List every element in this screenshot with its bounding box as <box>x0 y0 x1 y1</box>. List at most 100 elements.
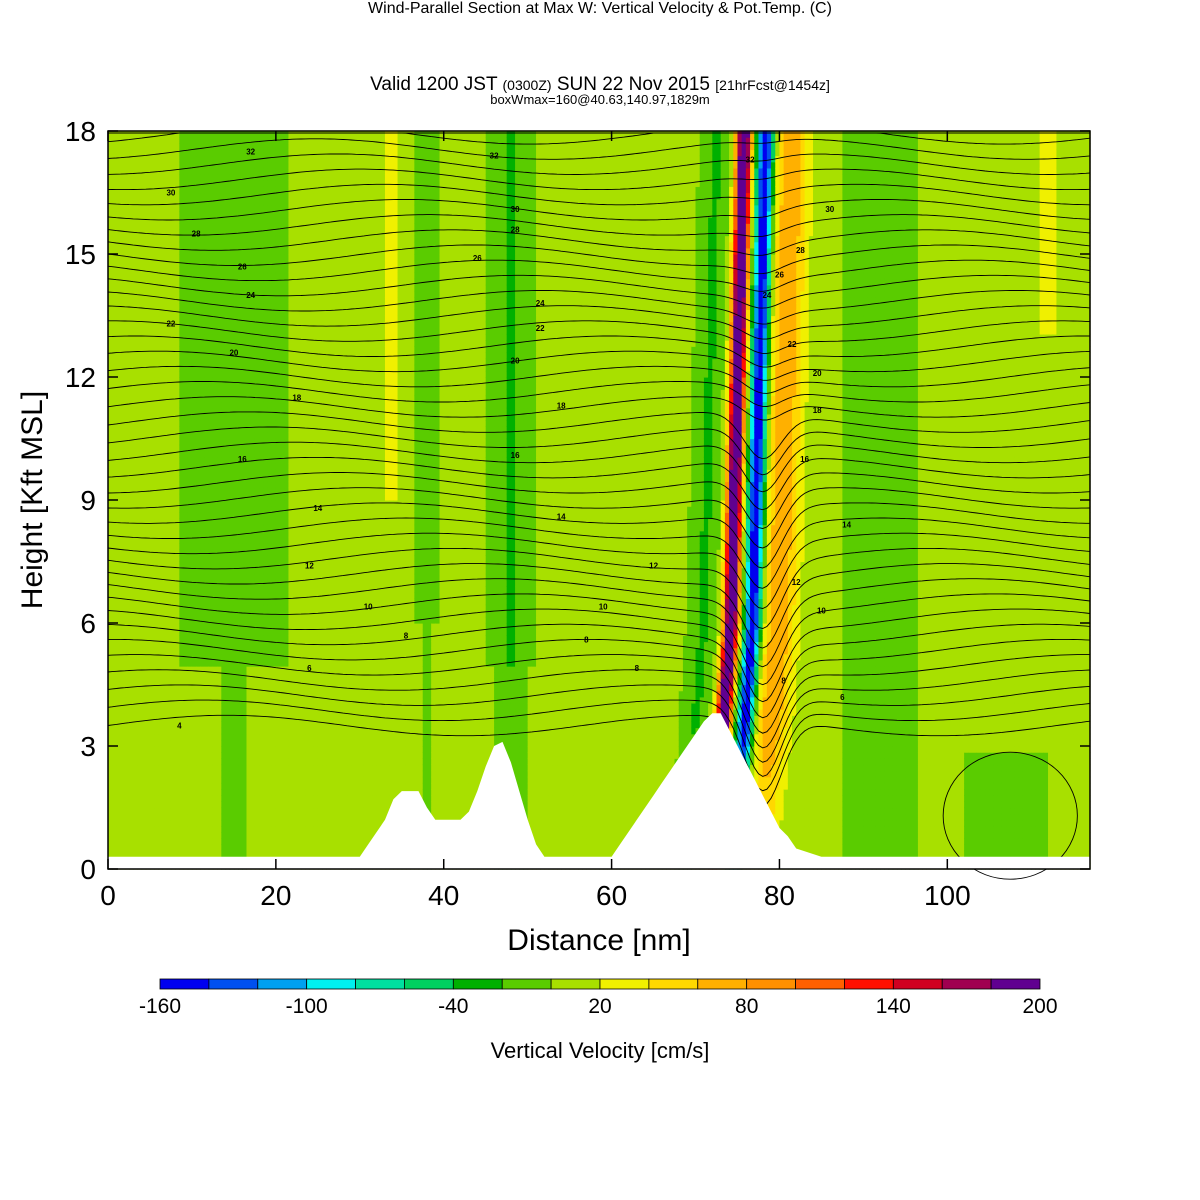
velocity-cell <box>137 592 143 599</box>
velocity-cell <box>238 573 243 581</box>
velocity-cell <box>275 303 281 310</box>
velocity-cell <box>196 321 201 329</box>
velocity-cell <box>217 155 222 163</box>
velocity-cell <box>170 512 176 520</box>
velocity-cell <box>108 770 113 778</box>
velocity-cell <box>204 346 210 353</box>
velocity-cell <box>200 407 206 415</box>
velocity-cell <box>196 358 201 366</box>
velocity-cell <box>145 653 151 661</box>
velocity-cell <box>229 438 235 446</box>
velocity-cell <box>191 137 197 144</box>
velocity-cell <box>217 303 222 310</box>
velocity-cell <box>221 254 227 261</box>
velocity-cell <box>250 481 256 489</box>
velocity-cell <box>246 456 252 464</box>
velocity-cell <box>162 819 168 827</box>
velocity-cell <box>108 340 113 347</box>
velocity-cell <box>208 727 214 735</box>
velocity-cell <box>254 709 260 716</box>
velocity-cell <box>225 333 231 341</box>
velocity-cell <box>221 217 227 224</box>
velocity-cell <box>275 143 281 151</box>
velocity-cell <box>108 684 113 692</box>
velocity-cell <box>212 247 218 255</box>
velocity-cell <box>183 426 189 433</box>
velocity-cell <box>196 272 201 280</box>
velocity-cell <box>191 383 197 390</box>
velocity-cell <box>271 702 277 710</box>
velocity-cell <box>233 297 239 304</box>
velocity-cell <box>217 518 222 526</box>
velocity-cell <box>233 210 239 218</box>
velocity-cell <box>120 377 126 384</box>
velocity-cell <box>133 616 138 624</box>
velocity-cell <box>179 801 185 809</box>
velocity-cell <box>120 235 126 243</box>
velocity-cell <box>271 524 277 532</box>
velocity-cell <box>128 333 134 341</box>
velocity-cell <box>225 567 231 575</box>
velocity-cell <box>259 549 264 556</box>
velocity-cell <box>162 770 168 778</box>
velocity-cell <box>275 487 281 495</box>
velocity-cell <box>154 647 159 655</box>
velocity-cell <box>204 370 210 378</box>
velocity-cell <box>108 284 113 292</box>
velocity-cell <box>254 524 260 532</box>
velocity-cell <box>108 204 113 212</box>
velocity-cell <box>166 346 172 353</box>
velocity-cell <box>120 825 126 833</box>
velocity-cell <box>204 536 210 544</box>
velocity-cell <box>154 327 159 335</box>
velocity-cell <box>229 210 235 218</box>
velocity-cell <box>183 789 189 796</box>
velocity-cell <box>137 432 143 440</box>
velocity-cell <box>259 530 264 538</box>
velocity-cell <box>191 530 197 538</box>
velocity-cell <box>145 592 151 599</box>
velocity-cell <box>154 278 159 286</box>
velocity-cell <box>175 690 180 698</box>
velocity-cell <box>149 758 155 766</box>
velocity-cell <box>225 407 231 415</box>
velocity-cell <box>145 297 151 304</box>
velocity-cell <box>204 432 210 440</box>
velocity-cell <box>128 629 134 636</box>
velocity-cell <box>254 401 260 409</box>
velocity-cell <box>141 702 147 710</box>
velocity-cell <box>124 155 130 163</box>
velocity-cell <box>183 315 189 323</box>
velocity-cell <box>179 672 185 679</box>
velocity-cell <box>187 272 193 280</box>
velocity-cell <box>280 586 285 593</box>
velocity-cell <box>108 579 113 587</box>
velocity-cell <box>229 500 235 507</box>
velocity-cell <box>158 844 164 852</box>
velocity-cell <box>120 832 126 839</box>
velocity-cell <box>267 561 273 569</box>
velocity-cell <box>208 782 214 790</box>
velocity-cell <box>191 198 197 206</box>
velocity-cell <box>275 567 281 575</box>
velocity-cell <box>149 598 155 606</box>
velocity-cell <box>112 389 117 397</box>
velocity-cell <box>212 623 218 630</box>
velocity-cell <box>280 678 285 686</box>
velocity-cell <box>154 752 159 759</box>
velocity-cell <box>229 776 235 784</box>
velocity-cell <box>221 629 227 636</box>
velocity-cell <box>238 426 243 433</box>
velocity-cell <box>271 709 277 716</box>
velocity-cell <box>271 623 277 630</box>
velocity-cell <box>175 629 180 636</box>
velocity-cell <box>166 229 172 237</box>
velocity-cell <box>196 549 201 556</box>
velocity-cell <box>246 131 252 138</box>
velocity-cell <box>217 789 222 796</box>
velocity-cell <box>170 819 176 827</box>
velocity-cell <box>200 641 206 649</box>
velocity-cell <box>128 487 134 495</box>
velocity-cell <box>246 432 252 440</box>
velocity-cell <box>217 702 222 710</box>
